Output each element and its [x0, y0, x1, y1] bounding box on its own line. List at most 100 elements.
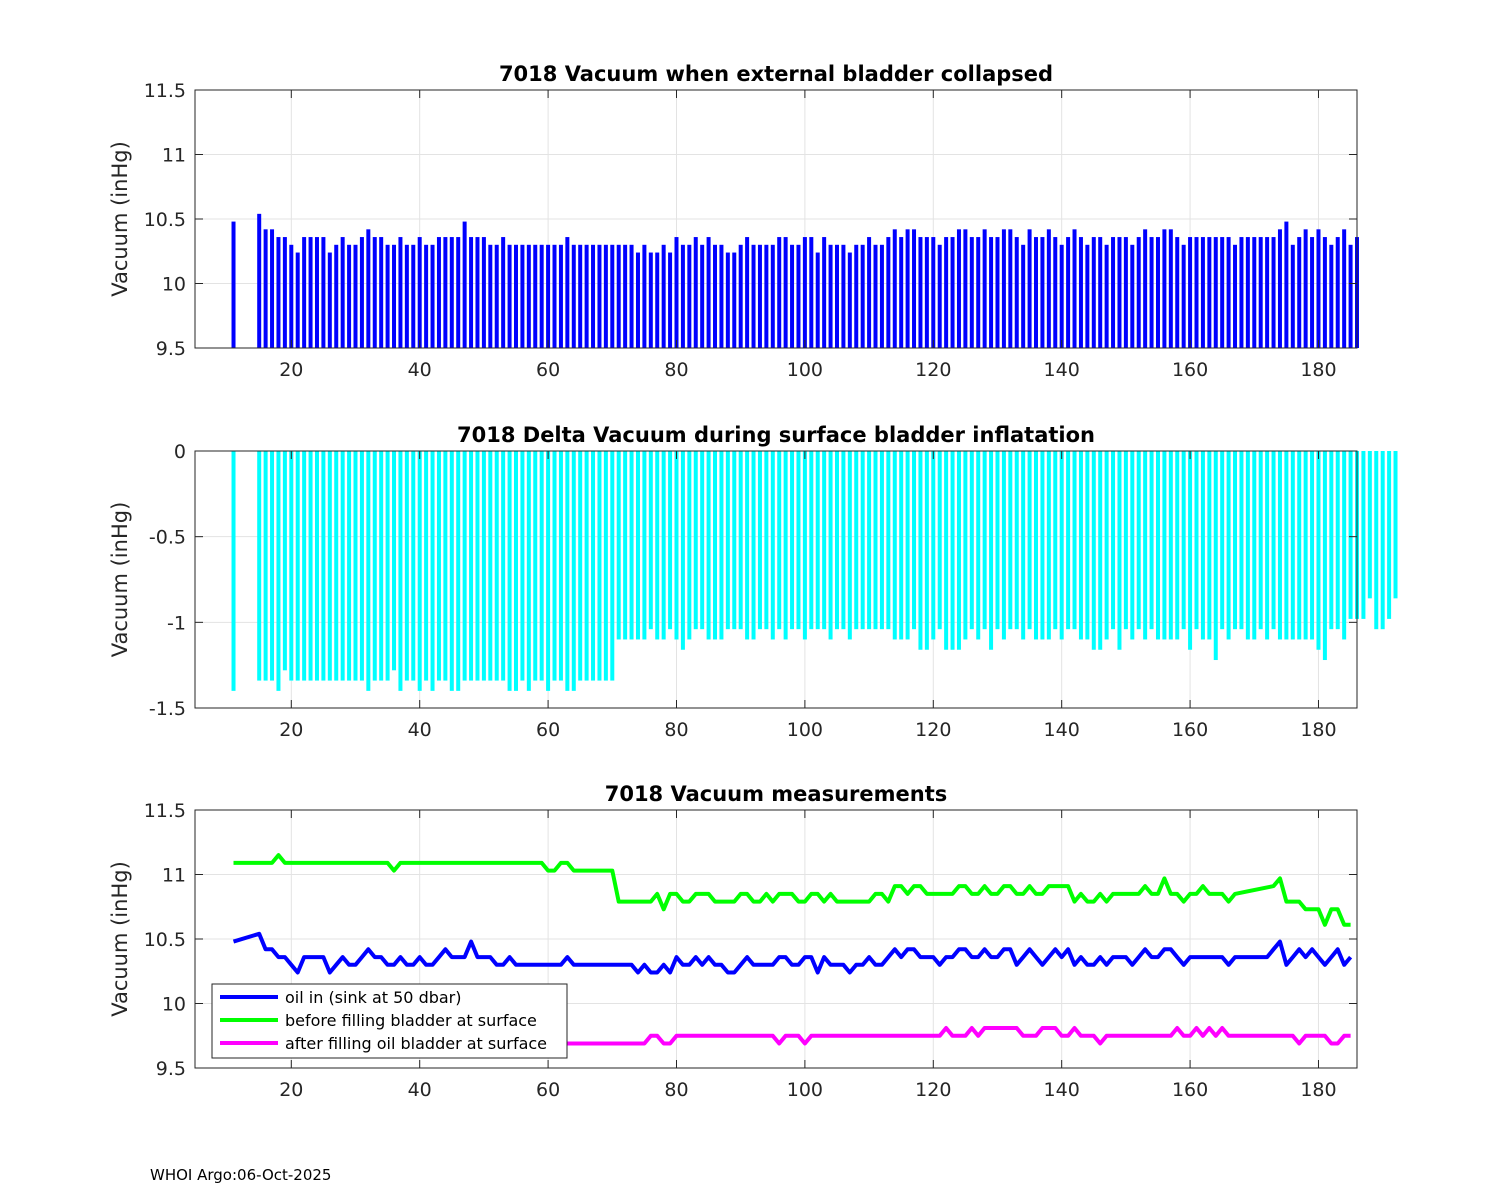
bar: [1027, 229, 1032, 348]
bar: [430, 244, 435, 348]
bar: [680, 451, 685, 650]
x-tick-label: 60: [536, 719, 560, 741]
bar: [1245, 451, 1250, 640]
x-tick-label: 140: [1044, 359, 1080, 381]
bar: [976, 237, 981, 348]
bar: [1008, 451, 1013, 630]
bar: [1136, 237, 1141, 348]
bar: [924, 451, 929, 650]
bar: [764, 451, 769, 630]
x-tick-label: 180: [1300, 1079, 1336, 1101]
legend-label: before filling bladder at surface: [285, 1011, 537, 1030]
x-tick-label: 120: [915, 1079, 951, 1101]
bar: [944, 451, 949, 650]
bar: [366, 229, 371, 348]
bar: [321, 451, 326, 681]
legend-label: oil in (sink at 50 dbar): [285, 988, 462, 1007]
bar: [989, 237, 994, 348]
bar: [1117, 451, 1122, 650]
bar: [282, 451, 287, 671]
bar: [757, 244, 762, 348]
bar: [1168, 229, 1173, 348]
bar: [1104, 244, 1109, 348]
bar: [404, 451, 409, 681]
y-tick-label: -0.5: [149, 527, 186, 549]
bar: [469, 451, 474, 681]
series-line: [233, 853, 1351, 927]
bar: [809, 237, 814, 348]
x-tick-label: 180: [1300, 719, 1336, 741]
bar: [449, 451, 454, 691]
bar: [314, 237, 319, 348]
bar: [424, 451, 429, 681]
y-tick-label: 10.5: [144, 209, 186, 231]
bar: [732, 451, 737, 630]
bar: [815, 252, 820, 348]
bar: [693, 237, 698, 348]
bar: [1123, 451, 1128, 630]
series-line: [233, 1026, 1351, 1046]
chart-panel-1: 20 40 60 80 100 120 140 160 180 9.5 10 10.5 11 11.5 70…: [108, 62, 1359, 381]
bar: [1130, 451, 1135, 640]
bar: [591, 451, 596, 681]
bar: [1098, 237, 1103, 348]
bar: [276, 237, 281, 348]
bar: [892, 451, 897, 640]
x-tick-label: 60: [536, 359, 560, 381]
bar: [693, 451, 698, 630]
bar: [860, 244, 865, 348]
bar: [937, 451, 942, 630]
bar: [770, 451, 775, 640]
bar: [385, 451, 390, 681]
bar: [1310, 237, 1315, 348]
bar: [1021, 451, 1026, 640]
bar: [1271, 451, 1276, 630]
legend: oil in (sink at 50 dbar) before filling b…: [211, 983, 568, 1059]
bar: [1059, 244, 1064, 348]
bar: [507, 244, 512, 348]
bar: [751, 451, 756, 640]
y-tick-label: 10: [162, 274, 186, 296]
bar: [796, 451, 801, 630]
bar: [950, 237, 955, 348]
bar: [1284, 451, 1289, 640]
x-tick-label: 80: [664, 1079, 688, 1101]
bar: [1277, 451, 1282, 640]
bar: [1066, 451, 1071, 630]
bar: [1258, 451, 1263, 630]
bar: [501, 451, 506, 681]
bar: [648, 451, 653, 630]
bar: [1001, 451, 1006, 640]
bar: [828, 244, 833, 348]
x-tick-label: 80: [664, 719, 688, 741]
chart-title: 7018 Vacuum when external bladder collap…: [499, 62, 1053, 86]
bar: [1181, 244, 1186, 348]
bar: [1335, 451, 1340, 630]
bar: [1348, 244, 1353, 348]
bar: [931, 451, 936, 640]
bar: [334, 244, 339, 348]
bar: [1123, 237, 1128, 348]
bar: [912, 451, 917, 630]
bar: [610, 244, 615, 348]
bar: [1252, 237, 1257, 348]
bar: [475, 451, 480, 681]
bar: [1380, 451, 1385, 630]
x-tick-label: 20: [279, 359, 303, 381]
bar: [1252, 451, 1257, 640]
bar: [924, 237, 929, 348]
bar: [488, 451, 493, 681]
bar: [1213, 237, 1218, 348]
bar: [591, 244, 596, 348]
bar: [1387, 451, 1392, 619]
bar: [1342, 229, 1347, 348]
x-tick-label: 140: [1044, 1079, 1080, 1101]
bar: [1046, 229, 1051, 348]
bar: [270, 451, 275, 681]
bar: [879, 244, 884, 348]
axes-frame: [194, 450, 1358, 709]
bar: [1393, 451, 1398, 599]
bar: [353, 451, 358, 681]
bar: [295, 451, 300, 681]
bar: [969, 237, 974, 348]
